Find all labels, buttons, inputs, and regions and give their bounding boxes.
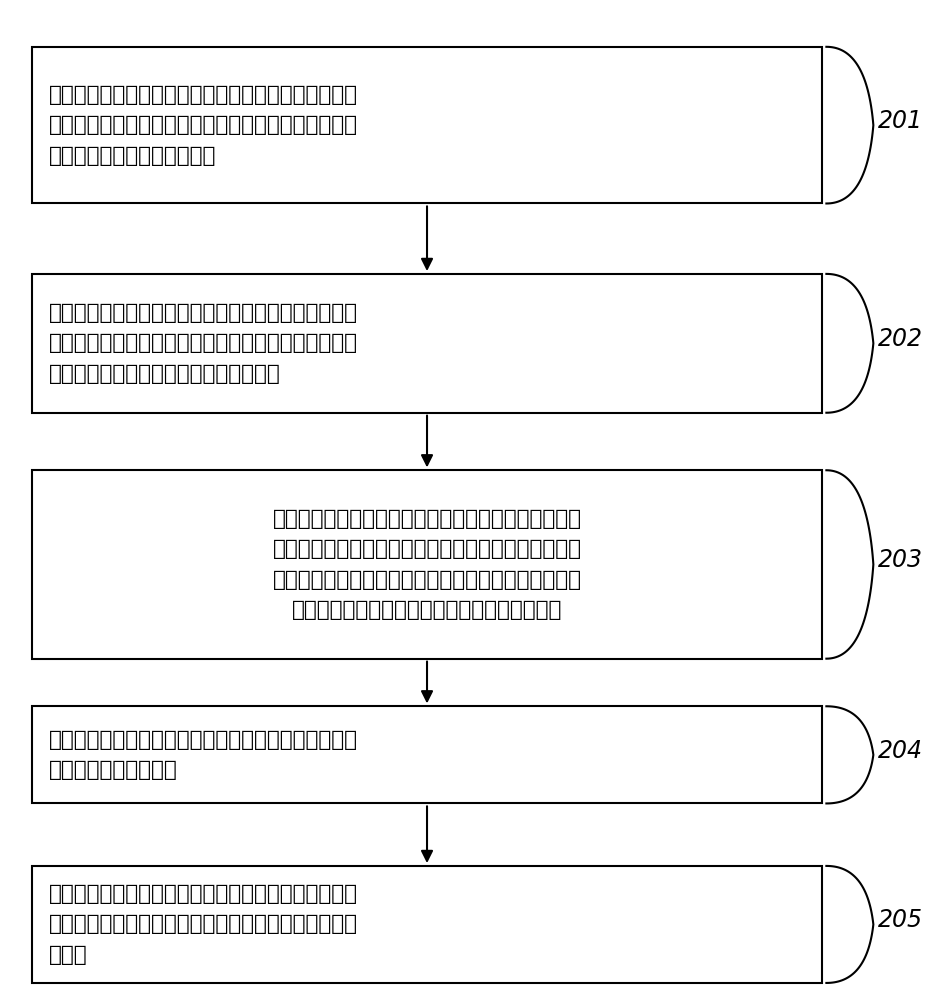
Text: 获取摄像机所拍摄的待测车辆上一指定部位在一帧视频
图像中的第一原始图像位置坐标值和在另一帧视频图像
中的第二原始图像位置坐标值: 获取摄像机所拍摄的待测车辆上一指定部位在一帧视频 图像中的第一原始图像位置坐标值…: [49, 85, 358, 166]
Text: 204: 204: [878, 739, 923, 763]
Text: 将第一原始图像位置坐标值和第二原始图像位置坐标值
分别进行归一化处理，得到归一化处理后的第一原始图
像位置坐标值和第二原始图像位置坐标值: 将第一原始图像位置坐标值和第二原始图像位置坐标值 分别进行归一化处理，得到归一化…: [49, 303, 358, 384]
Text: 根据待测车辆的实际移动距离，以及所述一帧视频图像
和所述另一帧视频图像之间的间隔时间，确定待测车辆
的车速: 根据待测车辆的实际移动距离，以及所述一帧视频图像 和所述另一帧视频图像之间的间隔…: [49, 884, 358, 965]
Text: 202: 202: [878, 327, 923, 351]
FancyBboxPatch shape: [32, 47, 822, 203]
Text: 根据第一物理位置坐标值和第二物理位置坐标值确定待
测车辆的实际移动距离: 根据第一物理位置坐标值和第二物理位置坐标值确定待 测车辆的实际移动距离: [49, 730, 358, 780]
Text: 201: 201: [878, 109, 923, 133]
FancyBboxPatch shape: [32, 470, 822, 659]
Text: 将归一化处理后的第一原始图像位置坐标值和第二原始
图像位置坐标值分别输入预先建立的图像位置坐标与物
理位置坐标之间的映射模型，获取车辆上的指定部位对
应的第一物: 将归一化处理后的第一原始图像位置坐标值和第二原始 图像位置坐标值分别输入预先建立…: [272, 509, 581, 620]
Text: 203: 203: [878, 548, 923, 572]
FancyBboxPatch shape: [32, 706, 822, 803]
FancyBboxPatch shape: [32, 274, 822, 413]
Text: 205: 205: [878, 908, 923, 932]
FancyBboxPatch shape: [32, 866, 822, 983]
